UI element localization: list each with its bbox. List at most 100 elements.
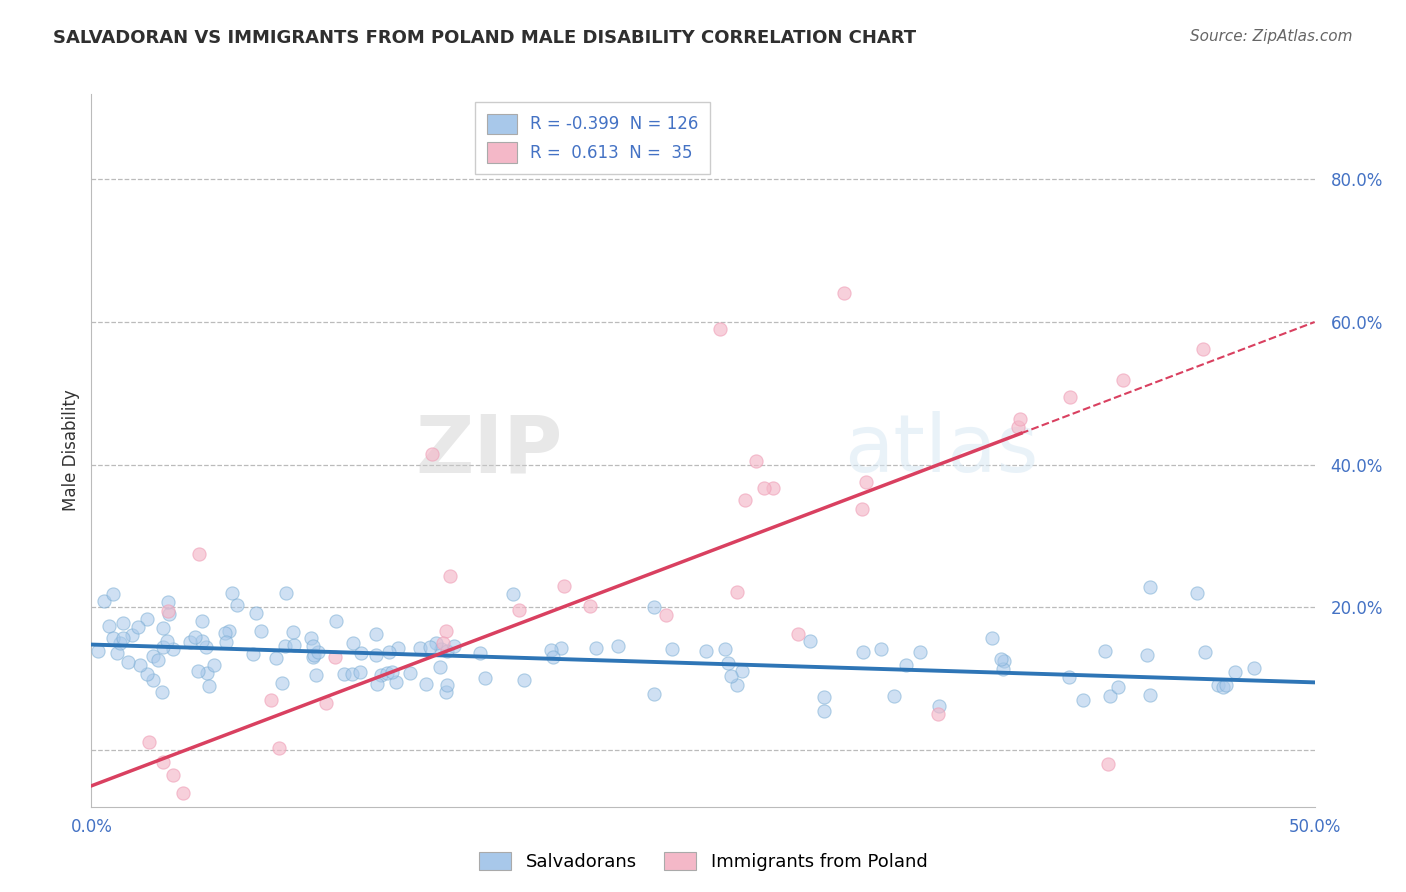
Point [138,735,160,749]
Point [273,639,295,653]
Point [443,639,465,653]
Point [264,650,287,665]
Point [709,322,731,336]
Point [870,641,893,656]
Point [643,687,665,701]
Point [432,635,454,649]
Point [502,586,524,600]
Point [387,640,409,655]
Point [172,786,194,800]
Point [283,638,305,652]
Point [813,704,835,718]
Point [152,756,174,770]
Point [375,666,398,681]
Point [108,636,131,650]
Point [927,707,949,722]
Point [1112,373,1135,387]
Point [380,665,402,679]
Point [550,640,572,655]
Point [695,644,717,658]
Point [87,643,110,657]
Point [112,615,135,630]
Point [1007,419,1029,434]
Point [378,645,401,659]
Point [101,587,124,601]
Point [1108,680,1130,694]
Point [142,649,165,664]
Text: ZIP: ZIP [415,411,562,490]
Point [152,621,174,635]
Point [439,568,461,582]
Point [541,649,564,664]
Point [1139,580,1161,594]
Point [585,641,607,656]
Point [179,635,201,649]
Point [221,586,243,600]
Point [607,639,630,653]
Legend: Salvadorans, Immigrants from Poland: Salvadorans, Immigrants from Poland [471,845,935,879]
Point [436,678,458,692]
Point [1059,390,1081,404]
Point [267,740,290,755]
Point [1191,343,1213,357]
Text: atlas: atlas [844,411,1038,490]
Point [271,676,294,690]
Point [370,668,392,682]
Point [399,666,422,681]
Point [129,657,152,672]
Point [553,579,575,593]
Point [366,677,388,691]
Point [894,657,917,672]
Point [1187,586,1209,600]
Point [93,593,115,607]
Point [245,606,267,620]
Point [725,585,748,599]
Point [350,646,373,660]
Point [654,608,676,623]
Point [242,647,264,661]
Point [731,664,754,678]
Point [761,481,783,495]
Text: SALVADORAN VS IMMIGRANTS FROM POLAND MALE DISABILITY CORRELATION CHART: SALVADORAN VS IMMIGRANTS FROM POLAND MAL… [53,29,917,46]
Point [315,696,337,710]
Point [1194,645,1216,659]
Point [752,481,775,495]
Point [799,634,821,648]
Point [883,690,905,704]
Point [720,669,742,683]
Point [198,679,221,693]
Point [364,648,387,662]
Point [190,633,212,648]
Point [301,639,323,653]
Point [188,547,211,561]
Point [112,631,135,645]
Point [349,665,371,679]
Point [218,624,240,639]
Point [302,649,325,664]
Point [333,667,356,681]
Point [813,690,835,704]
Point [981,631,1004,645]
Point [745,453,768,467]
Point [434,624,457,639]
Point [195,640,218,654]
Point [226,598,249,612]
Point [908,645,931,659]
Point [468,646,491,660]
Point [260,693,283,707]
Point [855,475,877,489]
Point [508,603,530,617]
Point [713,642,735,657]
Point [105,647,128,661]
Point [142,673,165,687]
Point [540,642,562,657]
Point [187,664,209,678]
Point [1098,689,1121,703]
Point [1212,680,1234,694]
Point [157,595,180,609]
Point [323,650,346,665]
Point [299,631,322,645]
Point [474,671,496,685]
Point [834,286,856,301]
Point [162,768,184,782]
